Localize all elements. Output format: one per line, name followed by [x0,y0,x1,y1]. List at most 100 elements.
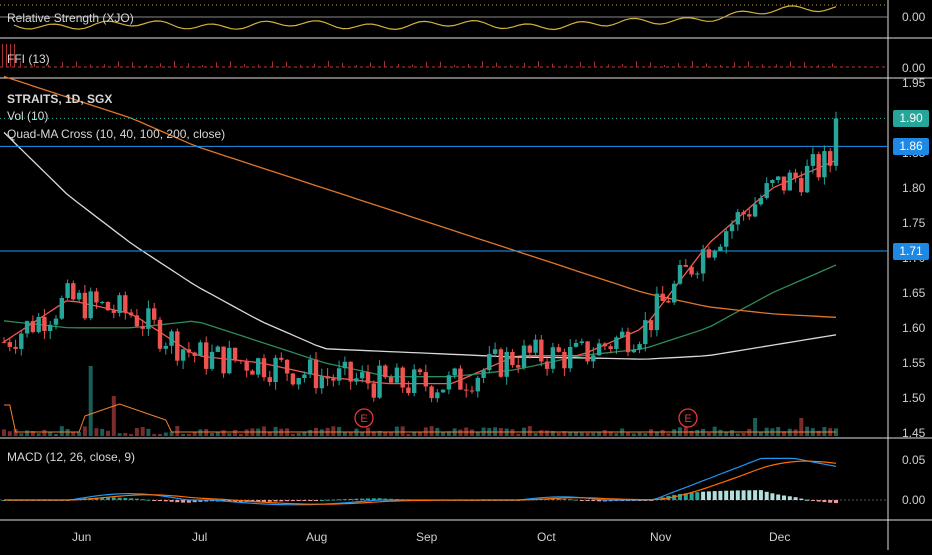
candle-body [215,346,220,352]
macd-tick-label: 0.05 [902,453,926,467]
ffi-bar [174,61,175,67]
candle-body [683,265,688,267]
macd-histogram-bar [747,490,752,500]
candle-body [469,390,475,392]
volume-bar [88,366,93,436]
candle-body [648,320,654,331]
volume-bar [735,433,740,436]
macd-histogram-bar [314,500,318,501]
volume-bar [54,434,58,436]
price-tick-label: 1.45 [902,425,926,440]
volume-bar [19,433,24,436]
volume-bar [30,431,35,436]
macd-histogram-bar [556,498,561,500]
candle-body [573,343,579,347]
volume-bar [337,426,342,436]
ffi-bar [118,61,119,67]
ffi-bar [202,64,203,67]
candle-body [331,378,336,381]
ma10-line [3,159,837,385]
ffi-bar [300,64,301,67]
volume-bar [2,429,6,436]
volume-bar [695,430,700,436]
volume-bar [631,433,636,436]
volume-bar [377,430,382,436]
candle-body [521,345,527,368]
volume-bar [146,428,151,436]
macd-histogram-bar [810,500,815,501]
volume-bar [446,431,451,436]
volume-bar [158,433,162,436]
candle-body [452,368,457,376]
candle-body [128,312,134,316]
candle-body [406,387,411,393]
macd-histogram-bar [816,500,821,502]
ffi-panel[interactable] [0,44,888,68]
volume-bar [672,429,677,436]
candle-body [319,376,324,389]
candle-body [516,365,521,368]
macd-histogram-bar [152,500,157,501]
candle-body [504,352,509,377]
horizontal-levels[interactable] [0,117,888,252]
volume-bar [296,433,301,436]
volume-bar [550,431,555,436]
earnings-marker: E [678,408,698,428]
ffi-bar [356,64,357,67]
symbol-label[interactable]: STRAITS, 1D, SGX [7,92,113,106]
ffi-bar [188,63,189,67]
candlesticks[interactable] [1,111,839,403]
candle-body [100,302,105,303]
volume-bar [227,433,232,436]
macd-panel[interactable] [0,457,888,506]
time-tick-label: Aug [306,530,328,544]
volume-bar [712,426,717,436]
macd-histogram-bar [591,500,596,501]
ffi-bar [482,61,483,67]
earnings-letter: E [684,413,691,425]
volume-bar [412,431,417,436]
candle-body [475,377,480,392]
candle-body [787,172,792,191]
candle-body [313,359,319,389]
ffi-bar [286,61,287,67]
rs-panel-label[interactable]: Relative Strength (XJO) [7,11,134,25]
candle-body [672,283,677,303]
candle-body [88,291,93,319]
ffi-bar [76,61,77,67]
volume-bar [25,430,30,436]
macd-histogram-bar [290,500,295,502]
macd-histogram-bar [730,490,734,500]
ffi-axis-tick: 0.00 [902,61,926,75]
volume-bar [302,431,307,436]
macd-histogram-bar [100,497,105,500]
volume-bar [123,432,128,436]
volume-bar [626,432,630,436]
volume-bar [59,426,64,436]
volume-bar [371,431,376,436]
relative-strength-panel[interactable] [0,4,888,31]
macd-histogram-bar [302,500,307,501]
macd-histogram-bar [678,494,682,500]
quad-ma-label[interactable]: Quad-MA Cross (10, 40, 100, 200, close) [7,127,226,141]
candle-body [492,349,498,354]
ffi-panel-label[interactable]: FFI (13) [7,52,50,66]
candle-body [816,154,821,178]
volume-bar [591,432,596,436]
volume-bar [394,426,399,436]
macd-histogram-bar [741,490,746,500]
candle-body [377,365,382,398]
candle-body [799,178,804,193]
macd-histogram-bar [146,499,151,501]
volume-label[interactable]: Vol (10) [7,109,49,123]
candle-body [140,326,145,329]
candle-body [42,317,47,331]
volume-bar [181,433,186,436]
macd-histogram-bar [123,498,128,500]
volume-bar [475,431,480,436]
macd-panel-label[interactable]: MACD (12, 26, close, 9) [7,450,136,464]
price-tick-label: 1.50 [902,390,926,405]
